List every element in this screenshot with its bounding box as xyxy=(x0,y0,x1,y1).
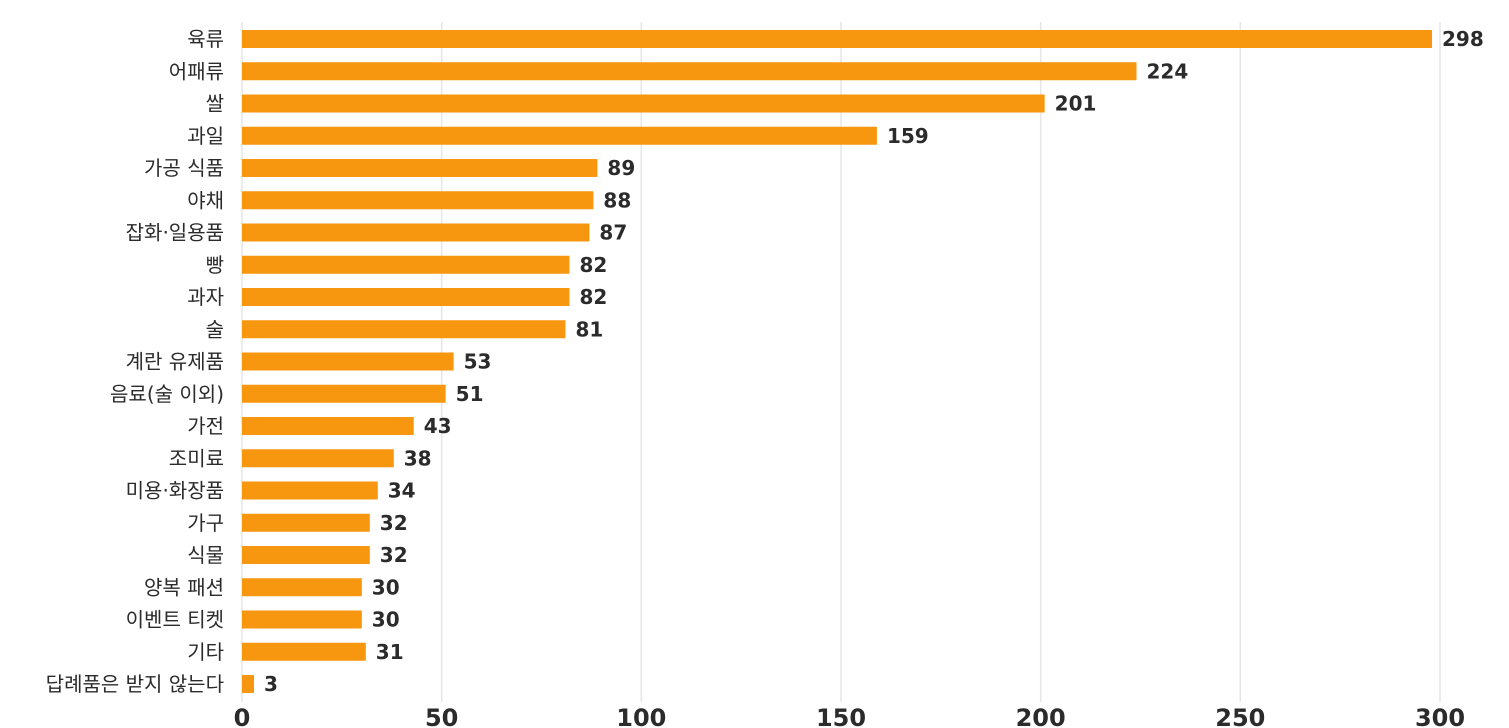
bar xyxy=(242,223,590,242)
category-label: 가구 xyxy=(187,511,224,535)
bar xyxy=(242,610,362,629)
x-tick-label: 250 xyxy=(1215,704,1265,728)
data-label: 87 xyxy=(599,221,627,245)
bar xyxy=(242,126,877,145)
category-label: 음료(술 이외) xyxy=(110,382,224,406)
data-label: 30 xyxy=(372,608,400,632)
category-label: 육류 xyxy=(187,27,224,51)
data-label: 34 xyxy=(388,479,416,503)
category-label: 조미료 xyxy=(169,446,224,470)
data-label: 32 xyxy=(380,511,408,535)
bar xyxy=(242,255,570,274)
bar xyxy=(242,94,1045,113)
bar xyxy=(242,30,1433,48)
category-label: 과일 xyxy=(187,124,224,148)
bar xyxy=(242,62,1137,81)
bar xyxy=(242,675,254,693)
bars xyxy=(242,30,1433,693)
bar xyxy=(242,642,366,661)
data-label: 298 xyxy=(1442,27,1484,51)
x-tick-label: 100 xyxy=(616,704,666,728)
bar xyxy=(242,288,570,306)
data-label: 88 xyxy=(603,188,631,212)
bar xyxy=(242,449,394,468)
category-label: 빵 xyxy=(206,253,224,277)
data-label: 32 xyxy=(380,543,408,567)
category-label: 가전 xyxy=(187,414,224,438)
bar xyxy=(242,513,370,532)
bar xyxy=(242,481,378,500)
bar xyxy=(242,159,598,177)
bar xyxy=(242,417,414,435)
x-axis-ticks: 0 50 100 150 200 250 300 xyxy=(234,704,1465,728)
category-label: 어패류 xyxy=(169,59,224,83)
bar xyxy=(242,191,594,210)
category-label: 계란 유제품 xyxy=(126,350,224,374)
data-label: 31 xyxy=(376,640,404,664)
bar xyxy=(242,578,362,597)
x-tick-label: 50 xyxy=(425,704,458,728)
bar xyxy=(242,546,370,564)
category-label: 미용·화장품 xyxy=(126,479,224,503)
bar xyxy=(242,352,454,371)
bar xyxy=(242,384,446,403)
data-label: 3 xyxy=(264,672,278,696)
data-label: 201 xyxy=(1055,92,1097,116)
data-label: 53 xyxy=(464,350,492,374)
x-tick-label: 300 xyxy=(1415,704,1465,728)
category-label: 이벤트 티켓 xyxy=(126,608,224,632)
category-label: 답례품은 받지 않는다 xyxy=(46,672,224,696)
category-label: 술 xyxy=(206,317,224,341)
category-label: 잡화·일용품 xyxy=(126,221,224,245)
category-label: 과자 xyxy=(187,285,224,309)
data-label: 159 xyxy=(887,124,929,148)
data-label: 30 xyxy=(372,575,400,599)
data-label: 82 xyxy=(579,253,607,277)
data-label: 51 xyxy=(456,382,484,406)
x-tick-label: 150 xyxy=(816,704,866,728)
x-tick-label: 200 xyxy=(1016,704,1066,728)
x-tick-label: 0 xyxy=(234,704,251,728)
category-label: 식물 xyxy=(187,543,224,567)
category-label: 쌀 xyxy=(206,92,224,116)
bar xyxy=(242,320,566,339)
data-label: 38 xyxy=(404,446,432,470)
data-label: 224 xyxy=(1147,59,1189,83)
data-label: 81 xyxy=(575,317,603,341)
category-label: 가공 식품 xyxy=(144,156,224,180)
category-label: 양복 패션 xyxy=(144,575,224,599)
data-label: 43 xyxy=(424,414,452,438)
category-label: 야채 xyxy=(187,188,224,212)
data-label: 82 xyxy=(579,285,607,309)
data-label: 89 xyxy=(607,156,635,180)
category-label: 기타 xyxy=(187,640,224,664)
